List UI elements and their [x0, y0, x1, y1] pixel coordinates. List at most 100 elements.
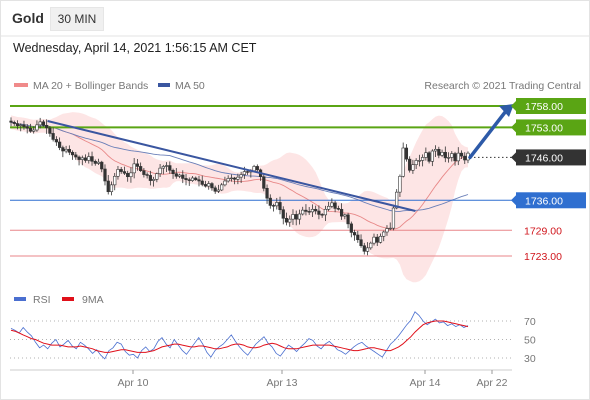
- candle: [262, 173, 266, 192]
- candle-body: [41, 121, 46, 126]
- candle: [181, 170, 185, 184]
- x-tick-label: Apr 13: [267, 377, 298, 389]
- candle-body: [22, 124, 26, 127]
- moving-averages: [10, 121, 469, 230]
- candle-body: [93, 160, 97, 164]
- price-levels: [10, 105, 512, 257]
- candle-body: [352, 232, 357, 236]
- rsi-tick-50: 50: [524, 335, 536, 347]
- candle-body: [181, 174, 185, 179]
- candle-body: [32, 129, 36, 132]
- candle-body: [398, 175, 402, 193]
- candle: [155, 172, 159, 183]
- candle: [22, 120, 26, 130]
- candle: [382, 230, 386, 242]
- candle: [152, 176, 156, 187]
- candle-body: [265, 187, 269, 199]
- candle: [453, 151, 457, 166]
- legend-ma20-label: MA 20 + Bollinger Bands: [33, 80, 148, 92]
- candle: [424, 147, 428, 161]
- timeframe-button[interactable]: 30 MIN: [50, 7, 104, 31]
- candle-body: [15, 123, 20, 127]
- candle-body: [391, 207, 396, 229]
- candle-body: [197, 179, 201, 182]
- candle-body: [113, 175, 117, 186]
- legend-9ma-label: 9MA: [82, 294, 104, 306]
- candle-body: [395, 191, 399, 209]
- candle: [148, 170, 152, 186]
- candle: [369, 241, 373, 250]
- candle-body: [25, 126, 29, 129]
- candle: [96, 158, 101, 165]
- candle: [184, 173, 188, 186]
- candle-body: [145, 174, 149, 176]
- candle: [213, 185, 217, 194]
- candle: [375, 234, 379, 246]
- candle: [80, 155, 84, 166]
- candle: [119, 166, 123, 174]
- candle: [229, 174, 233, 182]
- candle-body: [129, 172, 133, 178]
- candle: [233, 176, 237, 185]
- legend-rsi-swatch: [14, 297, 26, 301]
- current-price-tag: 1746.00: [511, 149, 586, 166]
- candle: [317, 205, 321, 220]
- x-axis: Apr 10 Apr 13 Apr 14 Apr 22: [118, 370, 508, 389]
- candle: [200, 175, 204, 187]
- candle-body: [48, 127, 52, 134]
- candle: [132, 158, 136, 179]
- candle: [459, 150, 464, 159]
- candle-body: [307, 211, 311, 213]
- candle-body: [152, 178, 156, 181]
- candle-body: [268, 197, 272, 206]
- candle: [288, 215, 292, 227]
- candle: [90, 151, 94, 166]
- price-tag-1753.00-pointer: [511, 122, 516, 133]
- price-tag-1729.00-label: 1729.00: [524, 225, 562, 237]
- candle-body: [58, 141, 62, 148]
- candle-body: [284, 217, 289, 223]
- candle: [463, 152, 467, 164]
- header: Gold 30 MIN: [0, 0, 590, 36]
- candle-body: [310, 208, 315, 213]
- candle-body: [343, 214, 347, 217]
- candle-body: [142, 170, 146, 175]
- legend-rsi-label: RSI: [33, 294, 51, 306]
- candle-body: [411, 164, 415, 171]
- candle: [61, 145, 65, 158]
- candle-body: [148, 175, 152, 181]
- candle: [411, 159, 415, 174]
- candle: [145, 172, 149, 179]
- candle: [109, 181, 114, 196]
- candle: [197, 175, 201, 187]
- candle: [372, 233, 376, 246]
- candle: [41, 119, 46, 127]
- candle: [210, 182, 214, 191]
- candle: [362, 242, 366, 255]
- candle-body: [139, 166, 143, 172]
- legend-9ma-swatch: [62, 297, 74, 301]
- candle: [15, 120, 20, 130]
- candle-body: [246, 171, 250, 173]
- candle-body: [135, 163, 140, 167]
- current-price-tag-label: 1746.00: [525, 152, 563, 164]
- candle-body: [271, 205, 276, 207]
- candle: [51, 127, 55, 142]
- candle-body: [369, 242, 373, 249]
- candle: [9, 117, 13, 127]
- candle: [48, 126, 52, 137]
- candle: [278, 196, 282, 215]
- candle: [100, 160, 104, 173]
- candle: [301, 206, 305, 216]
- price-tag-1736.00-label: 1736.00: [525, 195, 563, 207]
- candle: [70, 150, 75, 160]
- candle-body: [80, 157, 84, 160]
- candle-body: [54, 139, 58, 143]
- candle-body: [174, 173, 178, 177]
- candle-body: [346, 214, 350, 225]
- candle: [207, 181, 211, 190]
- candle-body: [226, 178, 230, 182]
- candle: [310, 204, 315, 217]
- candle: [339, 203, 344, 220]
- price-tag-1723.00-label: 1723.00: [524, 251, 562, 263]
